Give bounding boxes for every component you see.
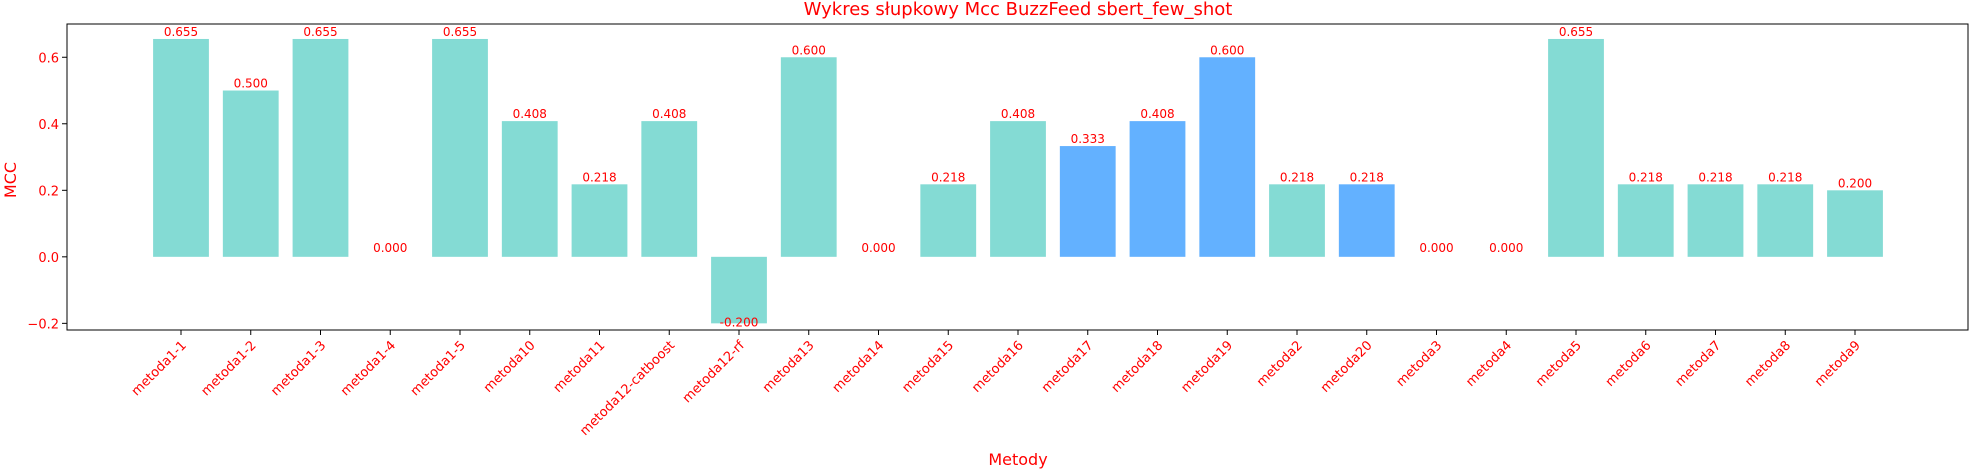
x-tick-label-metoda4: metoda4 [1463, 338, 1515, 390]
value-labels-group: 0.655 0.500 0.655 0.000 0.655 0.408 0.218 0.408… [164, 25, 1872, 329]
bar-metoda7 [1687, 184, 1744, 257]
x-tick-label-metoda6: metoda6 [1603, 338, 1655, 390]
value-label-metoda5: 0.655 [1559, 25, 1593, 39]
bars-group [153, 38, 1883, 324]
x-tick-label-metoda13: metoda13 [760, 338, 818, 396]
y-axis: −0.2 0.0 0.2 0.4 0.6 [27, 51, 67, 332]
bar-metoda8 [1757, 184, 1814, 257]
bar-metoda19 [1199, 57, 1256, 257]
value-label-metoda13: 0.600 [792, 43, 826, 57]
x-tick-label-metoda16: metoda16 [969, 338, 1027, 396]
value-label-metoda1-3: 0.655 [303, 25, 337, 39]
x-tick-label-metoda1-1: metoda1-1 [129, 338, 190, 399]
x-tick-label-metoda1-3: metoda1-3 [268, 338, 329, 399]
x-tick-label-metoda5: metoda5 [1533, 338, 1585, 390]
bar-metoda18 [1129, 121, 1186, 257]
bar-metoda5 [1548, 38, 1604, 257]
y-tick-label-3: 0.4 [38, 118, 59, 133]
bar-metoda10 [501, 121, 558, 257]
x-tick-label-metoda9: metoda9 [1812, 338, 1864, 390]
bar-metoda15 [920, 184, 977, 257]
bar-metoda12-catboost [641, 121, 698, 257]
value-label-metoda2: 0.218 [1280, 170, 1314, 184]
value-label-metoda18: 0.408 [1140, 107, 1174, 121]
bar-metoda16 [990, 121, 1046, 257]
value-label-metoda12-rf: -0.200 [720, 315, 759, 329]
value-label-metoda3: 0.000 [1419, 241, 1453, 255]
value-label-metoda8: 0.218 [1768, 170, 1802, 184]
x-tick-label-metoda15: metoda15 [899, 338, 957, 396]
value-label-metoda10: 0.408 [513, 107, 547, 121]
chart-title: Wykres słupkowy Mcc BuzzFeed sbert_few_s… [804, 0, 1233, 20]
bar-metoda1-1 [153, 38, 209, 257]
x-tick-label-metoda7: metoda7 [1673, 338, 1725, 390]
plot-frame [66, 23, 1969, 331]
x-tick-label-metoda17: metoda17 [1039, 338, 1097, 396]
bar-metoda13 [780, 57, 837, 257]
value-label-metoda11: 0.218 [582, 170, 616, 184]
x-tick-label-metoda3: metoda3 [1394, 338, 1446, 390]
bar-metoda1-3 [292, 38, 349, 257]
value-label-metoda1-2: 0.500 [234, 77, 268, 91]
bar-metoda1-5 [432, 38, 488, 257]
value-label-metoda7: 0.218 [1698, 170, 1732, 184]
x-tick-label-metoda19: metoda19 [1178, 338, 1236, 396]
bar-metoda9 [1827, 190, 1883, 257]
value-label-metoda9: 0.200 [1838, 176, 1872, 190]
x-tick-label-metoda10: metoda10 [481, 338, 539, 396]
value-label-metoda6: 0.218 [1629, 170, 1663, 184]
value-label-metoda15: 0.218 [931, 170, 965, 184]
bar-metoda11 [571, 184, 628, 257]
x-tick-label-metoda11: metoda11 [551, 338, 609, 396]
value-label-metoda16: 0.408 [1001, 107, 1035, 121]
x-tick-label-metoda2: metoda2 [1254, 338, 1306, 390]
value-label-metoda1-1: 0.655 [164, 25, 198, 39]
value-label-metoda1-4: 0.000 [373, 241, 407, 255]
x-tick-label-metoda1-2: metoda1-2 [199, 338, 260, 399]
value-label-metoda4: 0.000 [1489, 241, 1523, 255]
y-tick-label-4: 0.6 [38, 51, 59, 66]
x-tick-label-metoda1-4: metoda1-4 [338, 338, 399, 399]
x-tick-label-metoda20: metoda20 [1318, 338, 1376, 396]
value-label-metoda1-5: 0.655 [443, 25, 477, 39]
value-label-metoda12-catboost: 0.408 [652, 107, 686, 121]
bar-metoda17 [1059, 146, 1116, 257]
y-tick-label-1: 0.0 [38, 251, 59, 266]
x-tick-label-metoda1-5: metoda1-5 [408, 338, 469, 399]
x-tick-label-metoda14: metoda14 [830, 338, 888, 396]
y-tick-label-0: −0.2 [27, 317, 59, 332]
y-axis-label: MCC [1, 162, 20, 198]
bar-metoda12-rf [711, 256, 767, 324]
bar-metoda2 [1269, 184, 1325, 257]
x-tick-label-metoda8: metoda8 [1742, 338, 1794, 390]
value-label-metoda20: 0.218 [1350, 170, 1384, 184]
bar-metoda1-2 [222, 90, 279, 257]
y-tick-label-2: 0.2 [38, 184, 59, 199]
value-label-metoda17: 0.333 [1071, 132, 1105, 146]
bar-metoda20 [1338, 184, 1395, 257]
x-tick-label-metoda18: metoda18 [1109, 338, 1167, 396]
bar-metoda6 [1617, 184, 1674, 257]
x-axis-label: Metody [988, 450, 1047, 469]
value-label-metoda19: 0.600 [1210, 43, 1244, 57]
x-tick-label-metoda12-rf: metoda12-rf [680, 338, 748, 406]
x-axis: metoda1-1 metoda1-2 metoda1-3 metoda1-4 meto… [129, 330, 1864, 439]
value-label-metoda14: 0.000 [861, 241, 895, 255]
